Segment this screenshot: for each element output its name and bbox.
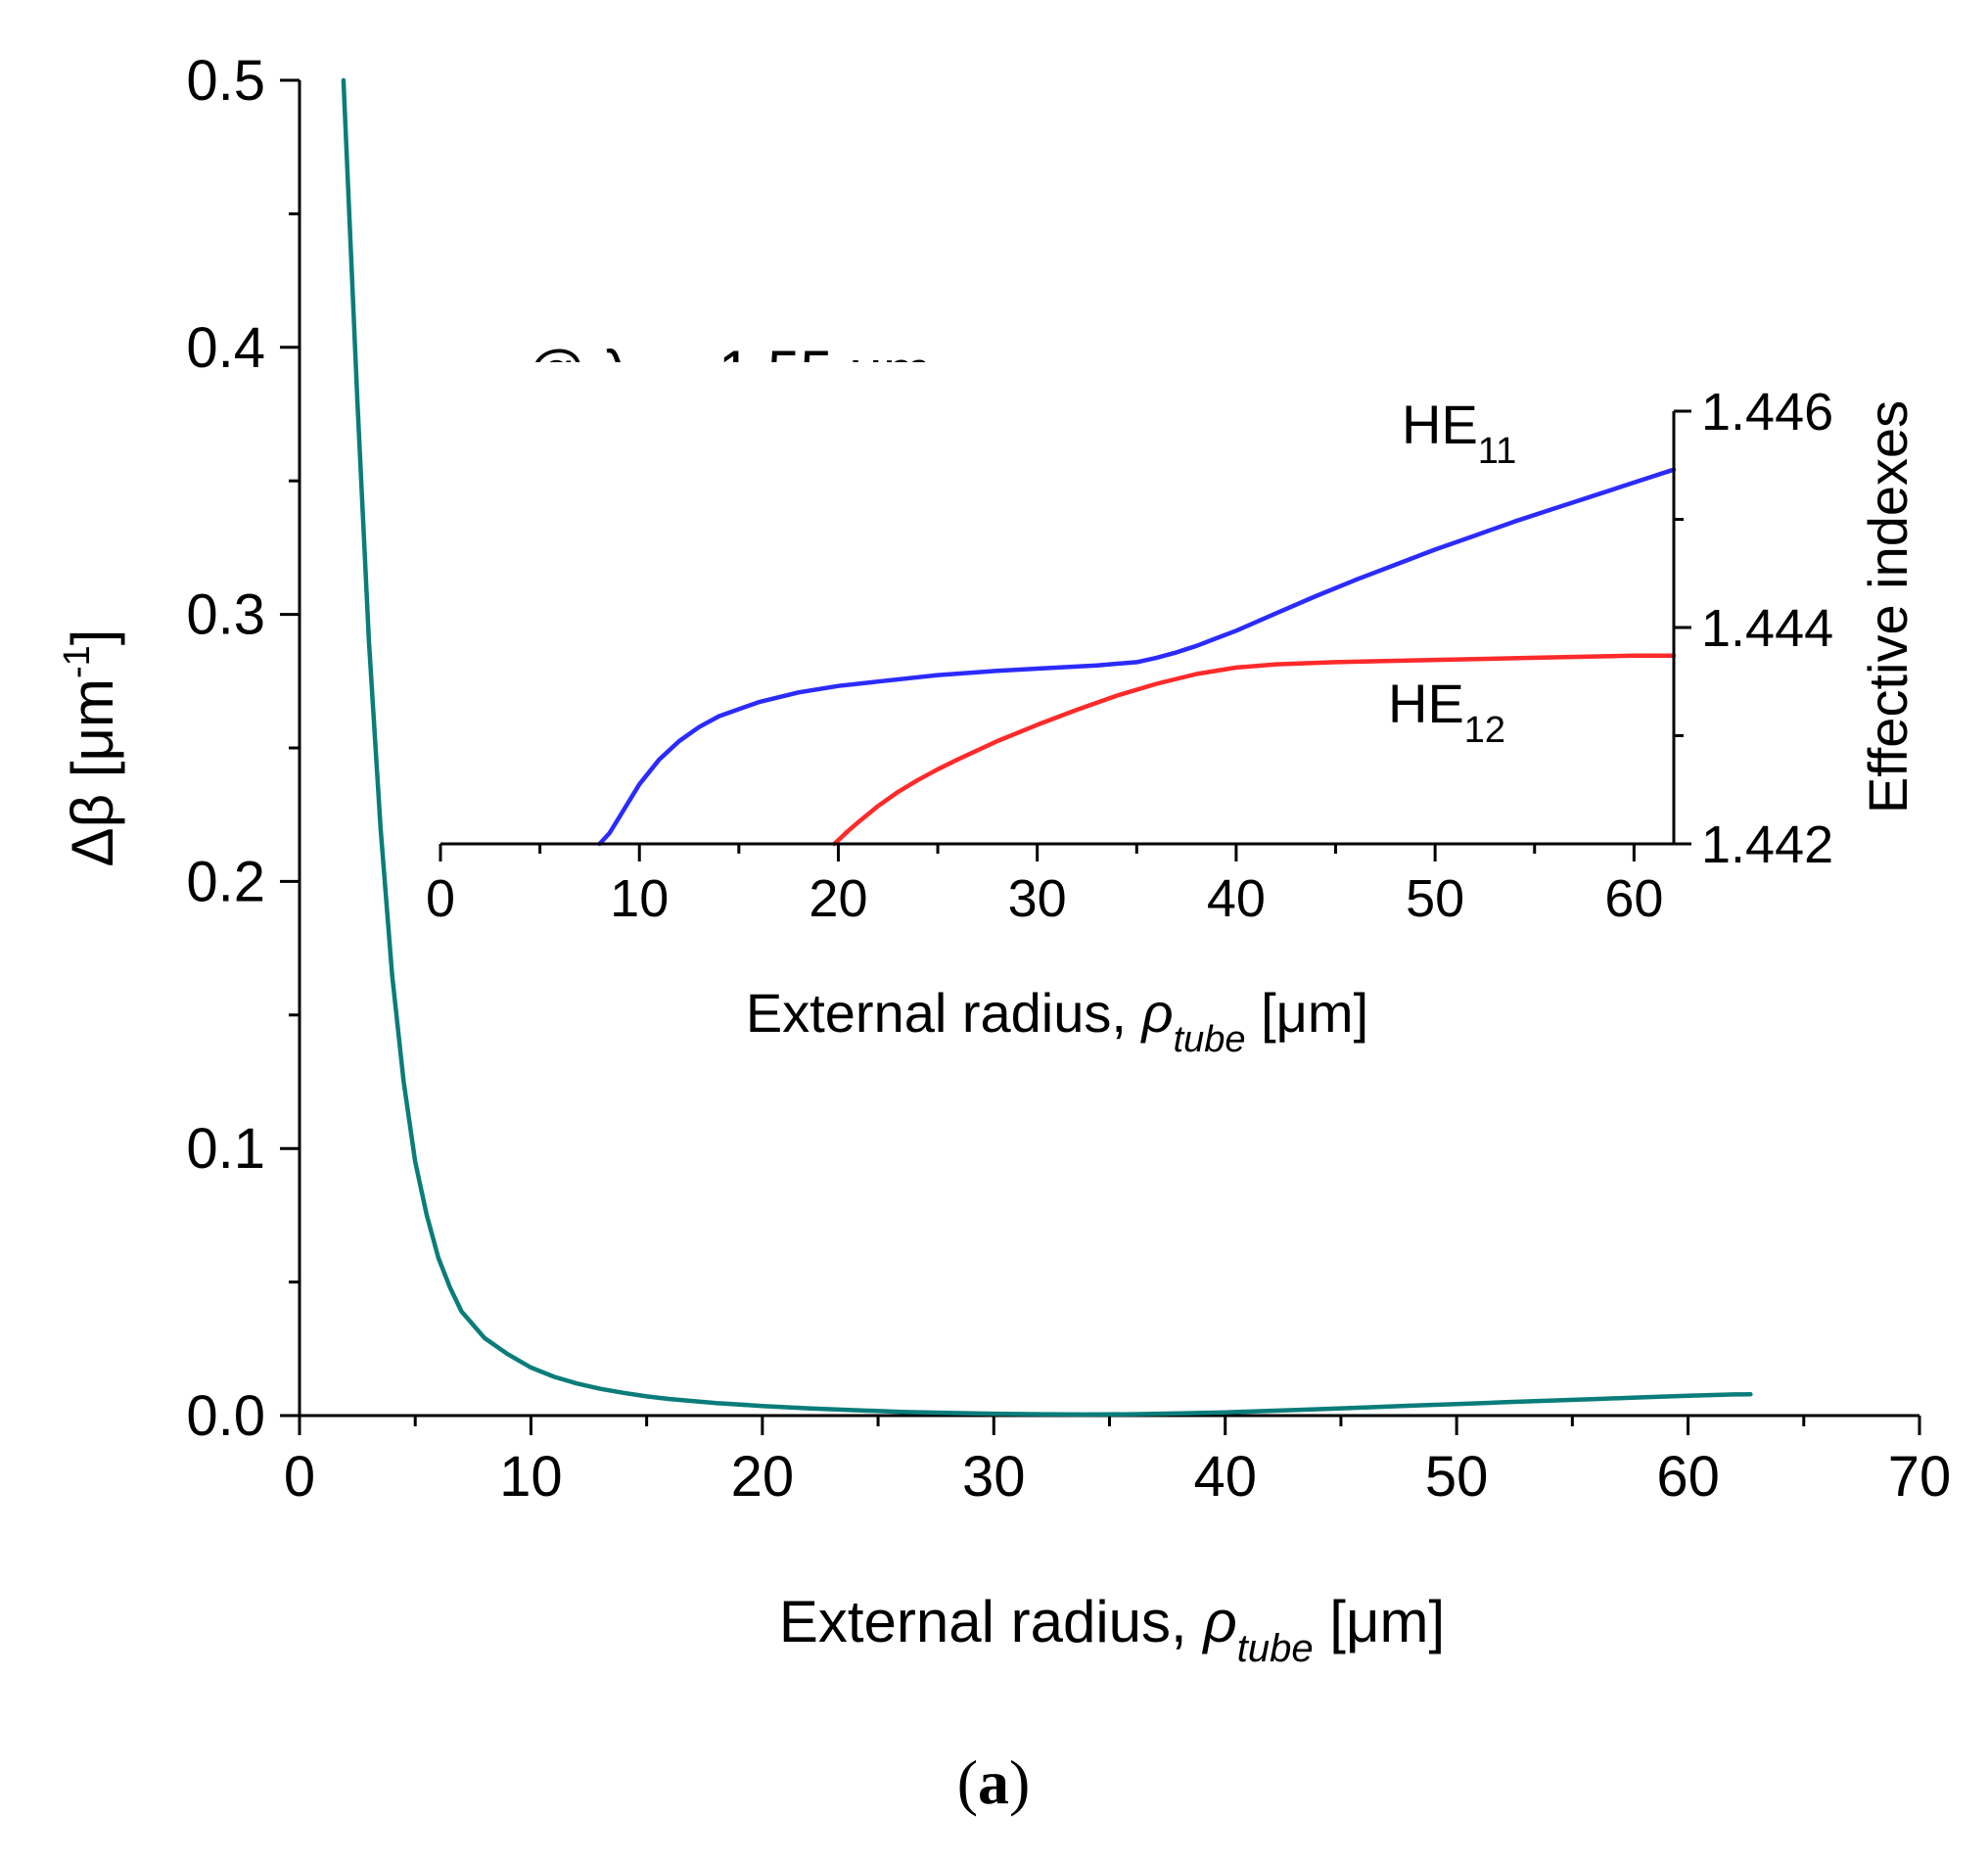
inset-x-tick-label: 20 (809, 869, 867, 928)
inset-x-axis: 0 10 20 30 40 50 60 (426, 842, 1674, 928)
inset-y-axis: 1.442 1.444 1.446 (1672, 383, 1833, 874)
main-x-axis-title: External radius, ρtube [μm] (779, 1589, 1445, 1670)
main-x-tick-label: 70 (1888, 1445, 1952, 1509)
inset-x-tick-label: 30 (1008, 869, 1067, 928)
main-x-axis: 0 10 20 30 40 50 60 70 (284, 1414, 1952, 1509)
inset-background (439, 362, 1674, 842)
main-x-tick-label: 30 (962, 1445, 1026, 1509)
main-y-tick-label: 0.5 (186, 49, 265, 113)
legend-he12-label: HE12 (1388, 673, 1505, 751)
main-x-tick-label: 10 (499, 1445, 563, 1509)
inset-y-axis-title: Effective indexes (1857, 400, 1919, 814)
main-y-tick-label: 0.3 (186, 583, 265, 647)
inset-x-tick-label: 10 (610, 869, 669, 928)
main-y-tick-label: 0.0 (186, 1384, 265, 1448)
inset-y-tick-label: 1.444 (1701, 599, 1833, 658)
main-y-tick-label: 0.1 (186, 1117, 265, 1181)
inset-x-tick-label: 50 (1406, 869, 1464, 928)
inset-series-he11-line (597, 467, 1677, 847)
inset-y-tick-label: 1.446 (1701, 383, 1833, 442)
main-series-delta-beta-line (341, 77, 1753, 1418)
main-y-axis: 0.0 0.1 0.2 0.3 0.4 0.5 (186, 49, 301, 1448)
inset-x-tick-label: 40 (1207, 869, 1266, 928)
main-y-axis-title: Δβ [μm-1] (57, 629, 125, 867)
legend-he11-label: HE11 (1402, 394, 1516, 472)
inset-chart: 0 10 20 30 40 50 60 1.442 1.444 1.446 External r… (426, 362, 1919, 1060)
main-x-tick-label: 60 (1656, 1445, 1720, 1509)
main-y-tick-label: 0.4 (186, 316, 265, 380)
main-x-tick-label: 20 (731, 1445, 795, 1509)
inset-x-axis-title: External radius, ρtube [μm] (746, 982, 1368, 1060)
inset-x-tick-label: 0 (426, 869, 455, 928)
inset-series-he12-line (832, 653, 1677, 847)
main-x-tick-label: 50 (1425, 1445, 1489, 1509)
figure-label: (a) (957, 1747, 1031, 1817)
main-x-tick-label: 40 (1193, 1445, 1257, 1509)
inset-x-tick-label: 60 (1604, 869, 1663, 928)
main-x-tick-label: 0 (284, 1445, 315, 1509)
inset-y-tick-label: 1.442 (1701, 815, 1833, 874)
main-chart: 0.0 0.1 0.2 0.3 0.4 0.5 0 10 20 30 40 50 60 70 Δβ [μ… (57, 49, 1951, 1670)
main-y-tick-label: 0.2 (186, 850, 265, 913)
